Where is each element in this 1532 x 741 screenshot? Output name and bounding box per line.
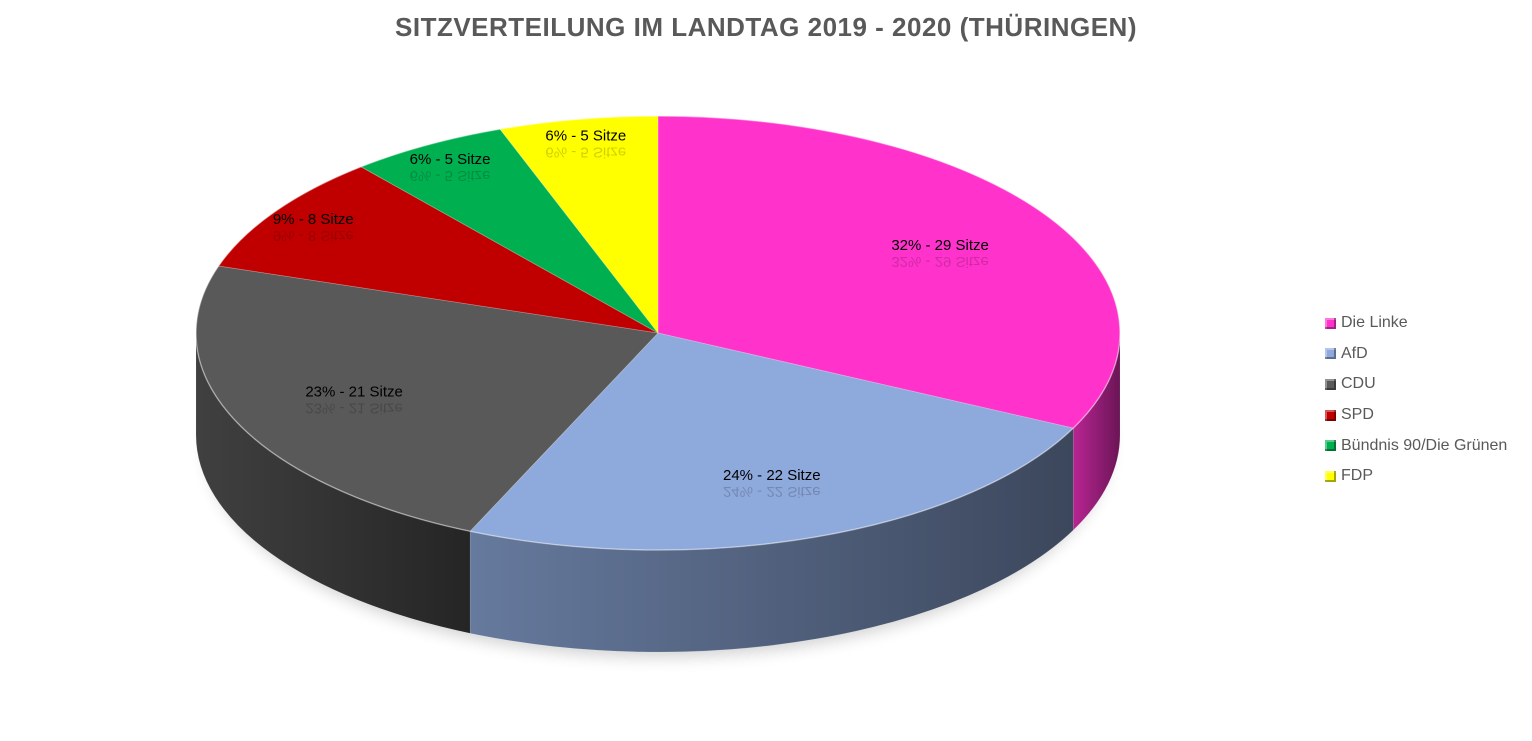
legend-label: Bündnis 90/Die Grünen: [1341, 436, 1508, 454]
pie-slice-cdu: [195, 265, 659, 532]
data-label-reflection: 6% - 5 Sitze: [545, 144, 626, 161]
legend-item-die-linke: Die Linke: [1325, 308, 1507, 339]
legend: Die Linke AfD CDU SPD Bündnis 90/Die Grünen F…: [1325, 308, 1507, 492]
data-label-spd: 9% - 8 Sitze: [273, 211, 354, 228]
legend-item-fdp: FDP: [1325, 461, 1507, 492]
legend-item-afd: AfD: [1325, 339, 1507, 370]
legend-swatch: [1325, 378, 1336, 390]
pie-slice-die-linke: [657, 115, 1121, 429]
legend-label: AfD: [1341, 344, 1368, 362]
data-label-die-linke: 32% - 29 Sitze: [891, 237, 989, 254]
pie-slice-spd: [217, 166, 659, 334]
legend-label: FDP: [1341, 467, 1373, 485]
data-label-reflection: 6% - 5 Sitze: [410, 167, 491, 184]
legend-item-spd: SPD: [1325, 400, 1507, 431]
data-label-reflection: 23% - 21 Sitze: [305, 400, 403, 417]
data-label-afd: 24% - 22 Sitze: [723, 467, 821, 484]
legend-label: Die Linke: [1341, 314, 1408, 332]
data-label-cdu: 23% - 21 Sitze: [305, 384, 403, 401]
pie-slice-fdp: [499, 115, 659, 335]
legend-item-cdu: CDU: [1325, 369, 1507, 400]
legend-swatch: [1325, 409, 1336, 421]
legend-label: CDU: [1341, 375, 1376, 393]
legend-swatch: [1325, 440, 1336, 452]
legend-swatch: [1325, 348, 1336, 360]
data-label-reflection: 9% - 8 Sitze: [273, 227, 354, 244]
data-label-reflection: 32% - 29 Sitze: [891, 253, 989, 270]
data-label-b-ndnis-90-die-gr-nen: 6% - 5 Sitze: [410, 151, 491, 168]
pie-rim: [195, 115, 1121, 551]
pie-top: [195, 115, 1121, 551]
pie-slice-afd: [469, 332, 1075, 551]
legend-swatch: [1325, 317, 1336, 329]
data-label-reflection: 24% - 22 Sitze: [723, 483, 821, 500]
pie-slice-b-ndnis-90-die-gr-nen: [360, 128, 659, 334]
legend-item-b-ndnis-90-die-gr-nen: Bündnis 90/Die Grünen: [1325, 430, 1507, 461]
pie-sides: [195, 332, 1121, 653]
legend-swatch: [1325, 470, 1336, 482]
legend-label: SPD: [1341, 406, 1374, 424]
data-label-fdp: 6% - 5 Sitze: [545, 128, 626, 145]
chart-title: SITZVERTEILUNG IM LANDTAG 2019 - 2020 (T…: [395, 12, 1137, 42]
